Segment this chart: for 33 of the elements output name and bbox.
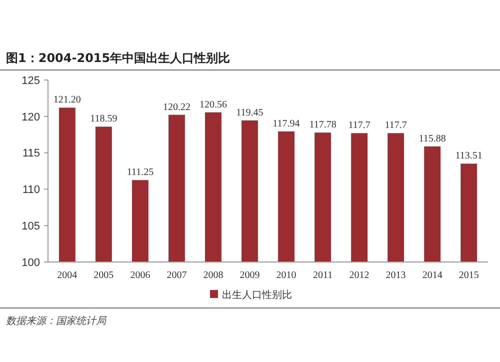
x-tick-label: 2007 xyxy=(166,270,187,281)
y-tick-label: 125 xyxy=(22,74,40,87)
x-tick-label: 2009 xyxy=(240,270,260,281)
y-tick-label: 100 xyxy=(22,256,40,269)
text: 117.78 xyxy=(309,120,336,131)
x-tick-label: 2004 xyxy=(57,270,78,281)
legend-label: 出生人口性别比 xyxy=(222,289,292,301)
x-tick-label: 2010 xyxy=(276,270,296,281)
text: 117.94 xyxy=(272,118,300,130)
x-tick-label: 2013 xyxy=(386,270,406,281)
y-tick-label: 115 xyxy=(22,148,40,160)
text: 115.88 xyxy=(418,133,446,144)
text: 117.7 xyxy=(348,120,370,132)
x-tick-label: 2008 xyxy=(203,270,224,281)
y-tick-label: 110 xyxy=(22,184,40,196)
text: 113.51 xyxy=(455,150,482,162)
text: 120.22 xyxy=(162,102,190,113)
text: 111.25 xyxy=(126,167,154,178)
x-tick-label: 2015 xyxy=(458,270,479,281)
x-tick-label: 2006 xyxy=(130,270,150,281)
x-tick-label: 2014 xyxy=(422,270,442,281)
x-tick-label: 2011 xyxy=(312,270,333,281)
x-tick-label: 2012 xyxy=(349,270,370,281)
text: 117.7 xyxy=(384,120,407,132)
text: 118.59 xyxy=(90,114,118,125)
y-tick-label: 120 xyxy=(22,111,40,124)
text: 119.45 xyxy=(236,107,264,118)
text: 121.20 xyxy=(53,94,81,106)
source-note: 数据来源：国家统计局 xyxy=(6,315,107,327)
text: 120.56 xyxy=(199,99,227,110)
y-tick-label: 105 xyxy=(22,220,40,232)
chart-title: 图1：2004-2015年中国出生人口性别比 xyxy=(6,51,230,65)
x-tick-label: 2005 xyxy=(94,270,114,281)
